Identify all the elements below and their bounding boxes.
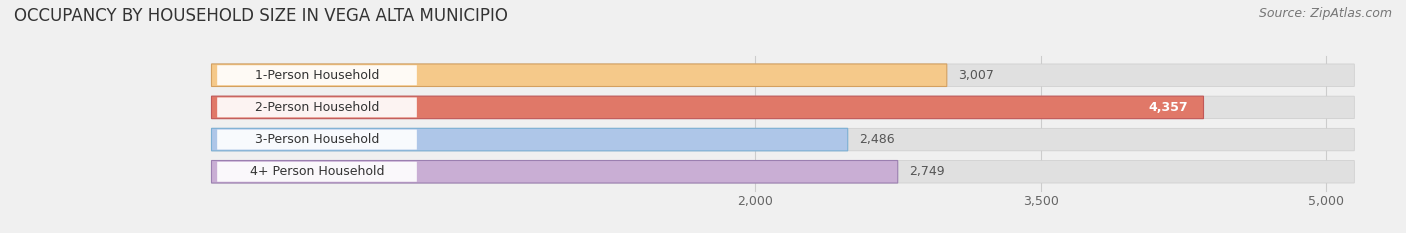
Text: 2-Person Household: 2-Person Household bbox=[254, 101, 380, 114]
FancyBboxPatch shape bbox=[211, 64, 1354, 86]
FancyBboxPatch shape bbox=[211, 64, 946, 86]
FancyBboxPatch shape bbox=[217, 130, 416, 150]
Text: 4+ Person Household: 4+ Person Household bbox=[250, 165, 384, 178]
Text: 4,357: 4,357 bbox=[1149, 101, 1188, 114]
FancyBboxPatch shape bbox=[217, 97, 416, 117]
Text: 3,007: 3,007 bbox=[959, 69, 994, 82]
Text: OCCUPANCY BY HOUSEHOLD SIZE IN VEGA ALTA MUNICIPIO: OCCUPANCY BY HOUSEHOLD SIZE IN VEGA ALTA… bbox=[14, 7, 508, 25]
FancyBboxPatch shape bbox=[211, 161, 1354, 183]
FancyBboxPatch shape bbox=[211, 161, 898, 183]
Text: 1-Person Household: 1-Person Household bbox=[254, 69, 380, 82]
Text: 3-Person Household: 3-Person Household bbox=[254, 133, 380, 146]
Text: Source: ZipAtlas.com: Source: ZipAtlas.com bbox=[1258, 7, 1392, 20]
Text: 2,749: 2,749 bbox=[910, 165, 945, 178]
FancyBboxPatch shape bbox=[211, 96, 1354, 119]
FancyBboxPatch shape bbox=[211, 128, 1354, 151]
FancyBboxPatch shape bbox=[211, 96, 1204, 119]
FancyBboxPatch shape bbox=[217, 65, 416, 85]
FancyBboxPatch shape bbox=[211, 128, 848, 151]
FancyBboxPatch shape bbox=[217, 162, 416, 182]
Text: 2,486: 2,486 bbox=[859, 133, 894, 146]
